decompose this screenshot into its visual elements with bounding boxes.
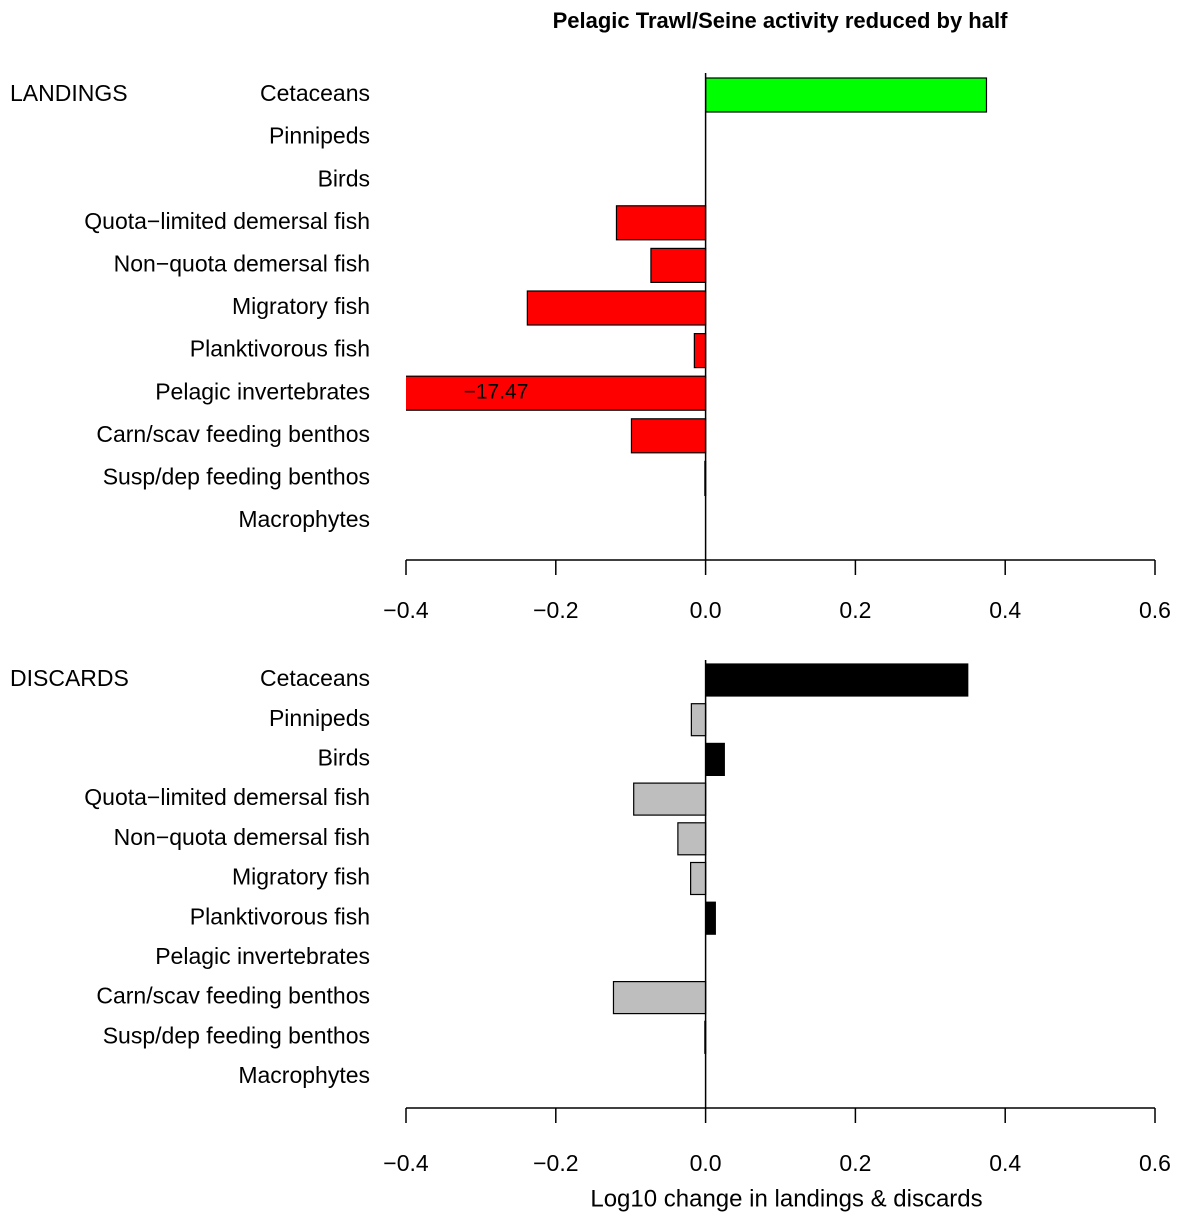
bar bbox=[677, 822, 707, 856]
y-tick-label: Quota−limited demersal fish bbox=[84, 784, 370, 810]
y-tick-label: Macrophytes bbox=[238, 506, 370, 532]
bar bbox=[704, 742, 725, 777]
x-axis-label: Log10 change in landings & discards bbox=[590, 1185, 982, 1212]
value-label: −17.47 bbox=[464, 381, 529, 404]
y-tick-label: Pinnipeds bbox=[269, 123, 370, 149]
panel-label: LANDINGS bbox=[10, 80, 128, 106]
y-tick-label: Carn/scav feeding benthos bbox=[96, 983, 370, 1009]
y-tick-label: Pinnipeds bbox=[269, 705, 370, 731]
y-tick-label: Pelagic invertebrates bbox=[155, 943, 370, 969]
y-tick-label: Susp/dep feeding benthos bbox=[103, 463, 370, 489]
bar bbox=[704, 77, 988, 113]
x-tick-label: 0.2 bbox=[839, 597, 871, 623]
y-tick-label: Carn/scav feeding benthos bbox=[96, 421, 370, 447]
y-tick-label: Cetaceans bbox=[260, 80, 370, 106]
x-tick-label: 0.6 bbox=[1139, 597, 1171, 623]
x-tick-label: −0.2 bbox=[533, 1150, 578, 1176]
x-tick-label: 0.4 bbox=[989, 597, 1021, 623]
y-tick-label: Migratory fish bbox=[232, 864, 370, 890]
bar bbox=[650, 247, 707, 283]
y-tick-label: Quota−limited demersal fish bbox=[84, 208, 370, 234]
y-tick-label: Birds bbox=[318, 165, 370, 191]
bar bbox=[704, 663, 969, 697]
y-tick-label: Pelagic invertebrates bbox=[155, 378, 370, 404]
chart-title: Pelagic Trawl/Seine activity reduced by … bbox=[553, 8, 1009, 33]
bar bbox=[690, 703, 707, 737]
x-tick-label: 0.0 bbox=[690, 1150, 722, 1176]
plot-area bbox=[612, 663, 969, 1054]
plot-area bbox=[406, 77, 988, 496]
x-tick-label: 0.0 bbox=[690, 597, 722, 623]
y-tick-label: Non−quota demersal fish bbox=[114, 250, 370, 276]
x-tick-label: −0.4 bbox=[383, 597, 429, 623]
y-tick-label: Migratory fish bbox=[232, 293, 370, 319]
bar bbox=[615, 205, 707, 241]
bar bbox=[693, 333, 707, 369]
bar bbox=[704, 901, 716, 935]
x-tick-label: −0.4 bbox=[383, 1150, 429, 1176]
x-tick-label: 0.4 bbox=[989, 1150, 1021, 1176]
bar bbox=[690, 861, 707, 896]
y-tick-label: Birds bbox=[318, 744, 370, 770]
y-tick-label: Susp/dep feeding benthos bbox=[103, 1022, 370, 1048]
y-tick-label: Planktivorous fish bbox=[190, 903, 370, 929]
panel-label: DISCARDS bbox=[10, 665, 129, 691]
bar bbox=[406, 375, 707, 411]
bar bbox=[630, 418, 707, 454]
x-tick-label: 0.6 bbox=[1139, 1150, 1171, 1176]
bar bbox=[612, 980, 707, 1015]
y-tick-label: Non−quota demersal fish bbox=[114, 824, 370, 850]
x-tick-label: 0.2 bbox=[839, 1150, 871, 1176]
bar bbox=[633, 782, 707, 816]
x-tick-label: −0.2 bbox=[533, 597, 578, 623]
y-tick-label: Cetaceans bbox=[260, 665, 370, 691]
y-tick-label: Planktivorous fish bbox=[190, 336, 370, 362]
bar bbox=[526, 290, 707, 326]
y-tick-label: Macrophytes bbox=[238, 1062, 370, 1088]
